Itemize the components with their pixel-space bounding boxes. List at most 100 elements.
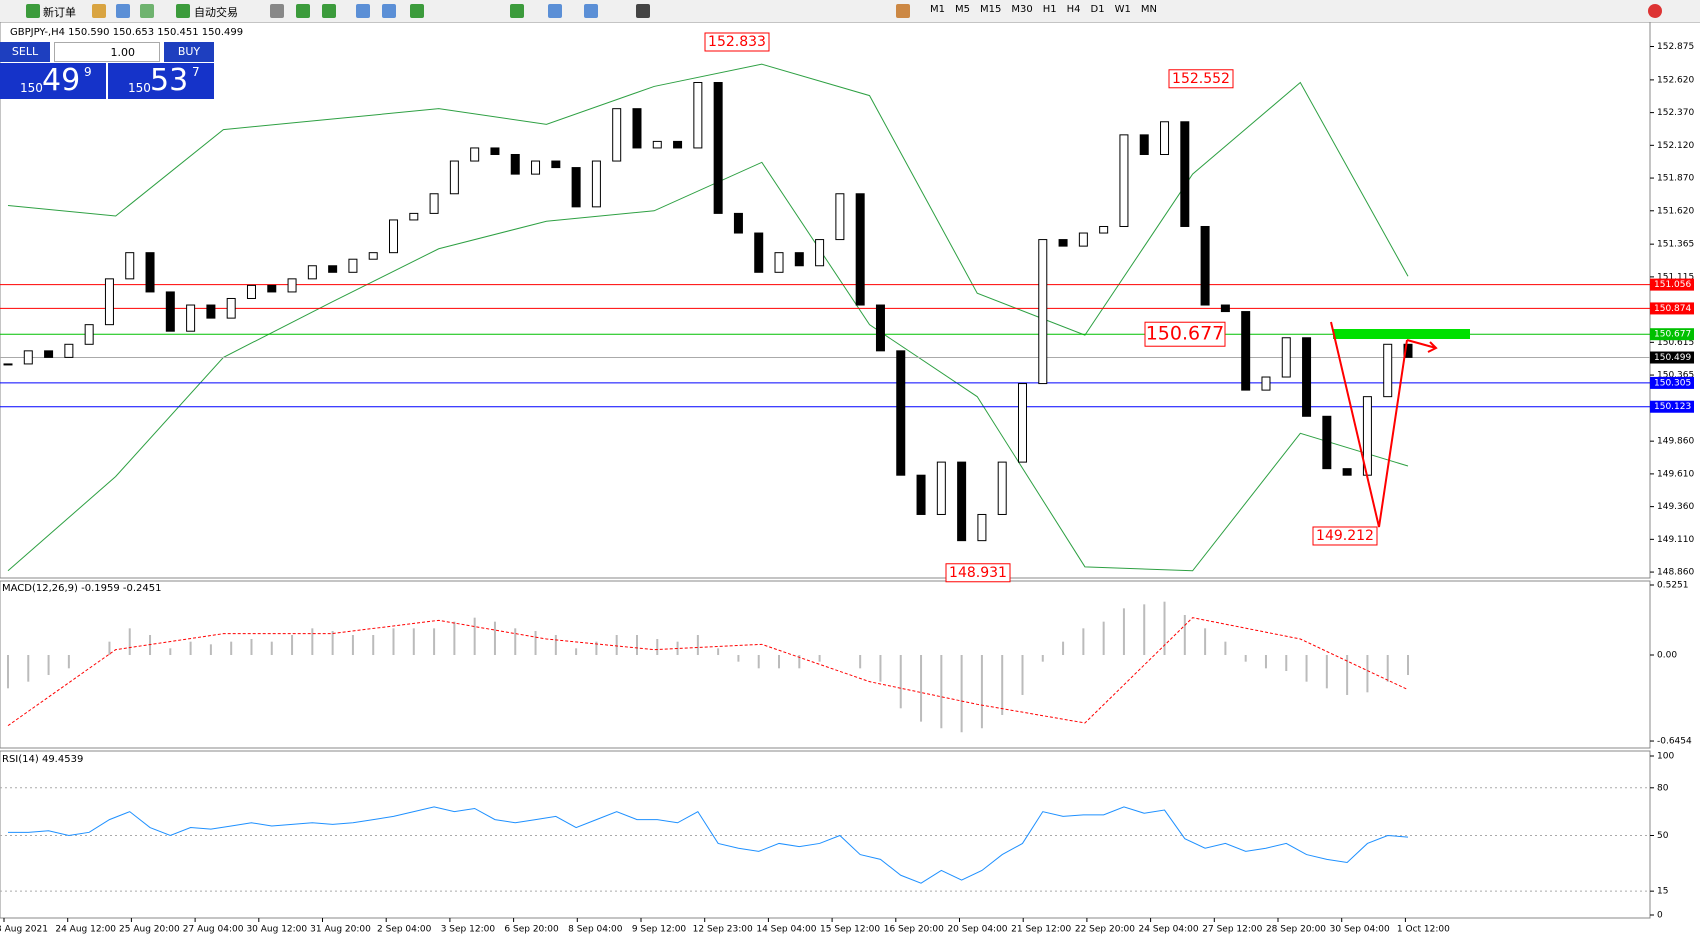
notification-icon[interactable] [1648, 4, 1662, 18]
tool-icon[interactable] [270, 4, 284, 18]
ask-main: 53 [150, 63, 189, 98]
tool-icon[interactable] [92, 4, 106, 18]
candle [368, 252, 378, 260]
tool-icon[interactable] [382, 4, 396, 18]
annotation-box [704, 32, 770, 52]
toolbar: 新订单 自动交易 M1 M5 M15 M30 H1 H4 D1 W1 MN [0, 0, 1700, 23]
timeframe-button[interactable]: M5 [955, 4, 970, 15]
ask-frac: 7 [192, 65, 200, 79]
price-tick-label: 149.360 [1657, 502, 1694, 512]
timeframe-button[interactable]: M30 [1011, 4, 1033, 15]
candle [571, 167, 581, 208]
time-label: 12 Sep 23:00 [693, 925, 753, 935]
price-level-box [1650, 376, 1694, 389]
tool-icon[interactable] [322, 4, 336, 18]
timeframe-button[interactable]: H4 [1066, 4, 1081, 15]
price-tick-label: 149.110 [1657, 535, 1694, 545]
price-level-box [1650, 400, 1694, 413]
price-tick-label: 152.620 [1657, 75, 1694, 85]
candle [1322, 415, 1332, 470]
candle [1342, 468, 1352, 476]
timeframe-button[interactable]: W1 [1114, 4, 1131, 15]
annotation-box [1144, 321, 1226, 347]
candle [815, 239, 825, 267]
candle [693, 81, 703, 149]
tool-icon[interactable] [140, 4, 154, 18]
ask-big: 150 [128, 81, 151, 95]
price-level-label: 150.874 [1654, 304, 1691, 314]
auto-trading-button[interactable]: 自动交易 [194, 6, 238, 19]
candle [389, 219, 399, 254]
candle [1281, 337, 1291, 378]
tool-icon[interactable] [636, 4, 650, 18]
rsi-tick-label: 80 [1657, 783, 1669, 793]
tool-icon[interactable] [584, 4, 598, 18]
macd-signal [7, 617, 1409, 727]
candle [977, 513, 987, 542]
time-label: 1 Oct 12:00 [1397, 925, 1450, 935]
sell-button[interactable]: SELL [0, 42, 50, 62]
candle [409, 212, 419, 221]
time-label: 9 Sep 12:00 [632, 925, 687, 935]
tool-icon[interactable] [296, 4, 310, 18]
rsi-tick-label: 100 [1657, 752, 1674, 762]
candle [328, 265, 338, 273]
candle [632, 108, 642, 149]
candle [186, 304, 196, 332]
timeframe-button[interactable]: M15 [980, 4, 1002, 15]
macd-tick-label: 0.5251 [1657, 581, 1689, 591]
tool-icon[interactable] [410, 4, 424, 18]
candle [1241, 311, 1251, 391]
time-label: 30 Aug 12:00 [246, 925, 307, 935]
candle [896, 350, 906, 476]
candle [206, 304, 216, 319]
timeframe-button[interactable]: MN [1140, 4, 1157, 15]
timeframe-button[interactable]: D1 [1090, 4, 1105, 15]
timeframes: M1 M5 M15 M30 H1 H4 D1 W1 MN [930, 4, 1157, 15]
buy-button[interactable]: BUY [164, 42, 214, 62]
macd-label: MACD(12,26,9) -0.1959 -0.2451 [2, 583, 162, 594]
price-level-box [1650, 328, 1694, 341]
candle [429, 193, 439, 214]
auto-trading-icon[interactable] [176, 4, 190, 18]
time-label: 2 Sep 04:00 [377, 925, 432, 935]
lots-input[interactable]: 1.00 [54, 42, 160, 62]
candle [835, 193, 845, 241]
candle [1119, 134, 1129, 227]
candle [936, 461, 946, 515]
candle [44, 350, 54, 358]
price-tick-label: 151.870 [1657, 174, 1694, 184]
candle [1099, 225, 1109, 234]
time-label: 3 Sep 12:00 [441, 925, 496, 935]
new-order-icon[interactable] [26, 4, 40, 18]
bid-box[interactable]: 150 49 9 [0, 63, 106, 99]
trade-panel: SELL 1.00 BUY 150 49 9 150 53 7 [0, 42, 216, 100]
candle [226, 297, 236, 319]
candle [1261, 376, 1271, 391]
price-level-box [1650, 278, 1694, 291]
price-level-label: 150.499 [1654, 353, 1691, 363]
price-tick-label: 152.370 [1657, 108, 1694, 118]
candle [1038, 239, 1048, 385]
tool-icon[interactable] [116, 4, 130, 18]
timeframe-button[interactable]: M1 [930, 4, 945, 15]
candle [1017, 383, 1027, 463]
timeframe-button[interactable]: H1 [1042, 4, 1057, 15]
drawn-trendline [1330, 321, 1438, 528]
candle [673, 140, 683, 149]
candle [1160, 121, 1170, 155]
macd-tick-label: 0.00 [1657, 650, 1677, 660]
tool-icon[interactable] [510, 4, 524, 18]
candle [449, 160, 459, 195]
new-order-button[interactable]: 新订单 [43, 6, 76, 19]
tool-icon[interactable] [896, 4, 910, 18]
candle [875, 304, 885, 352]
tool-icon[interactable] [356, 4, 370, 18]
candle [84, 324, 94, 345]
price-level-box [1650, 302, 1694, 315]
price-level-label: 150.677 [1654, 330, 1691, 340]
tool-icon[interactable] [548, 4, 562, 18]
ask-box[interactable]: 150 53 7 [108, 63, 214, 99]
price-tick-label: 151.365 [1657, 240, 1694, 250]
